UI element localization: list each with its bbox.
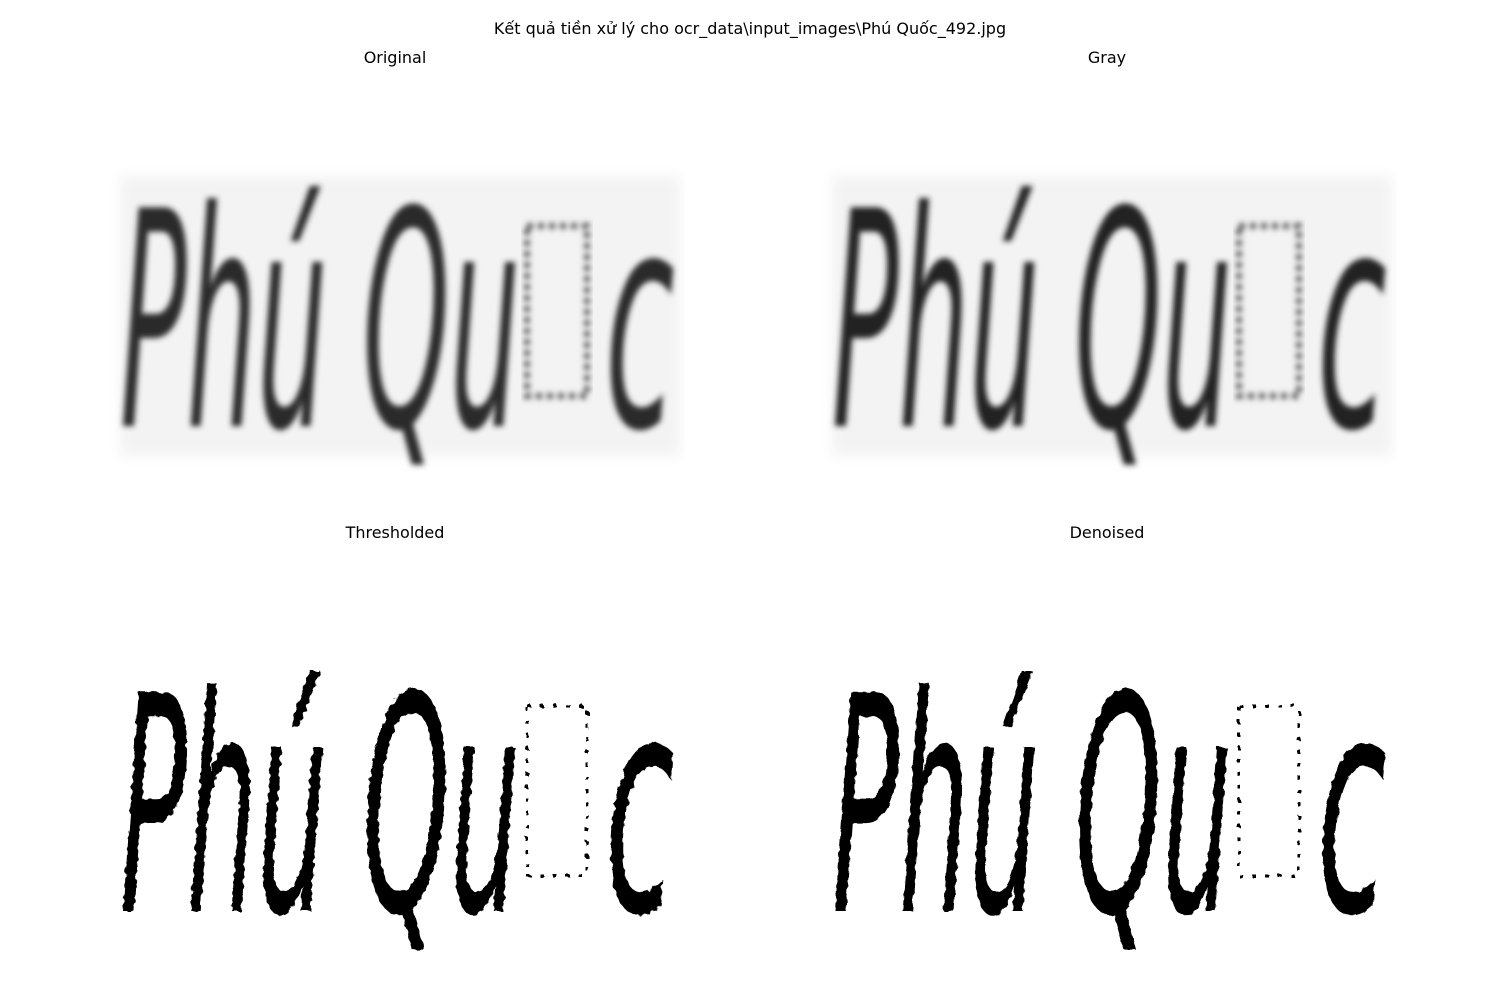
missing-glyph-box <box>525 704 589 878</box>
word-text: Phú Qu <box>832 633 1232 982</box>
noise-band <box>120 176 680 456</box>
word-text: Phú Qu <box>120 633 520 982</box>
panel-title-thresholded: Thresholded <box>345 523 445 542</box>
panel-denoised: Denoised Phú Qu c <box>817 523 1397 993</box>
word-tail: c <box>1317 633 1387 982</box>
missing-glyph-box <box>1236 223 1302 399</box>
original-image: Phú Qu c <box>105 76 685 516</box>
panel-gray: Gray Phú Qu c <box>817 48 1397 518</box>
missing-glyph-box <box>524 223 590 399</box>
word-tail: c <box>1317 148 1387 497</box>
noise-band <box>832 176 1392 456</box>
thresholded-image: Phú Qu c <box>105 551 685 991</box>
panel-thresholded: Thresholded Phú Qu c <box>105 523 685 993</box>
panel-title-denoised: Denoised <box>1069 523 1145 542</box>
denoised-image: Phú Qu c <box>817 551 1397 991</box>
word-tail: c <box>605 633 675 982</box>
panel-title-gray: Gray <box>1087 48 1127 67</box>
word-text: Phú Qu <box>120 148 520 497</box>
gray-image: Phú Qu c <box>817 76 1397 516</box>
word-tail: c <box>605 148 675 497</box>
panel-title-original: Original <box>363 48 427 67</box>
panel-original: Original Phú Qu c <box>105 48 685 518</box>
figure-title: Kết quả tiền xử lý cho ocr_data\input_im… <box>493 19 1007 38</box>
word-text: Phú Qu <box>832 148 1232 497</box>
missing-glyph-box <box>1237 704 1301 878</box>
